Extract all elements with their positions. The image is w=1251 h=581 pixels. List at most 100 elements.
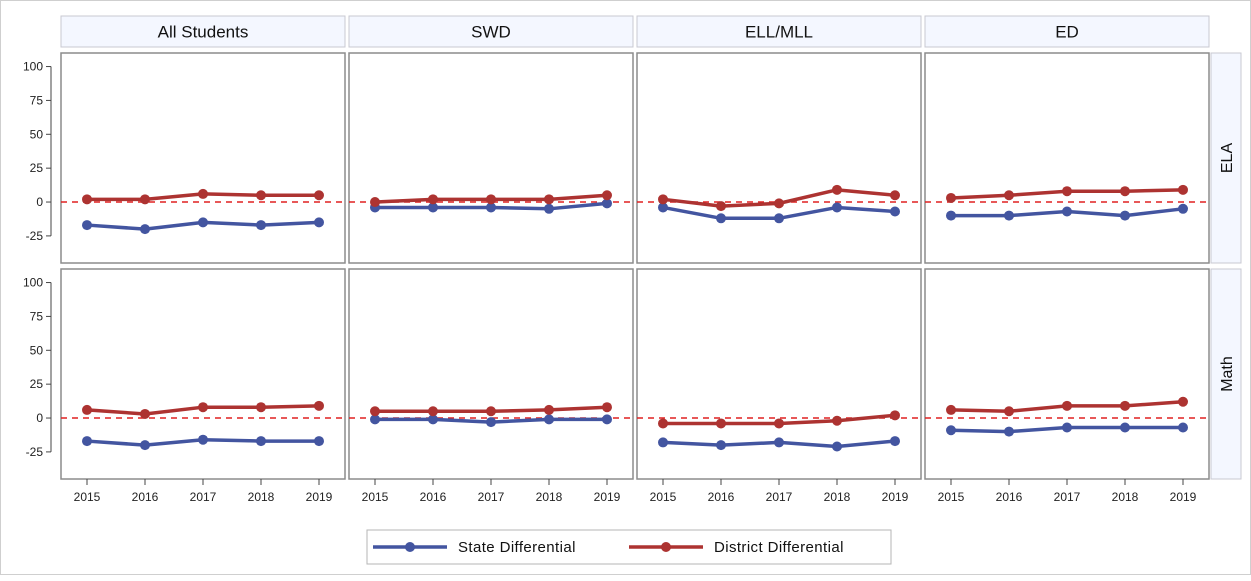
district-differential-point: [602, 190, 612, 201]
state-differential-point: [1120, 422, 1130, 433]
state-differential-point: [428, 202, 438, 213]
state-differential-point: [370, 414, 380, 425]
legend-label: State Differential: [458, 539, 576, 556]
legend-marker: [661, 542, 671, 552]
y-tick-label: -25: [26, 229, 44, 243]
x-tick-label: 2017: [766, 490, 793, 504]
column-header: SWD: [348, 15, 634, 48]
panel-math-all-students: [60, 268, 346, 480]
x-tick-label: 2017: [1054, 490, 1081, 504]
y-tick-label: 25: [30, 161, 44, 175]
state-differential-point: [1004, 210, 1014, 221]
state-differential-point: [946, 425, 956, 436]
panel-frame: [636, 52, 922, 264]
district-differential-point: [198, 188, 208, 199]
state-differential-point: [716, 213, 726, 224]
x-axis: 2015 2016 2017 2018 2019: [74, 479, 333, 504]
legend-marker: [405, 542, 415, 552]
state-differential-point: [658, 437, 668, 448]
state-differential-point: [832, 441, 842, 452]
row-strip-box: [1210, 52, 1242, 264]
panel-ela-ell-mll: [636, 52, 922, 264]
state-differential-point: [544, 203, 554, 214]
state-differential-point: [140, 224, 150, 235]
legend-item-state: State Differential: [373, 539, 576, 556]
panel-ela-ed: [924, 52, 1210, 264]
state-differential-point: [314, 436, 324, 447]
state-differential-point: [82, 220, 92, 231]
legend-item-district: District Differential: [629, 539, 843, 556]
state-differential-point: [946, 210, 956, 221]
column-header: ELL/MLL: [636, 15, 922, 48]
state-differential-point: [602, 414, 612, 425]
district-differential-point: [946, 192, 956, 203]
state-differential-point: [832, 202, 842, 213]
y-tick-label: 75: [30, 93, 44, 107]
column-header-label: ELL/MLL: [745, 23, 813, 42]
x-tick-label: 2016: [996, 490, 1023, 504]
district-differential-point: [544, 404, 554, 415]
state-differential-point: [890, 206, 900, 217]
state-differential-point: [486, 202, 496, 213]
district-differential-point: [198, 402, 208, 413]
row-strip-label: Math: [1219, 356, 1236, 392]
district-differential-point: [1004, 190, 1014, 201]
state-differential-point: [314, 217, 324, 228]
state-differential-point: [140, 440, 150, 451]
state-differential-point: [774, 213, 784, 224]
district-differential-point: [140, 194, 150, 205]
district-differential-point: [716, 418, 726, 429]
y-tick-label: 50: [30, 343, 44, 357]
state-differential-point: [1178, 203, 1188, 214]
x-tick-label: 2019: [594, 490, 621, 504]
panel-frame: [636, 268, 922, 480]
district-differential-point: [370, 406, 380, 417]
district-differential-point: [256, 402, 266, 413]
x-tick-label: 2015: [650, 490, 677, 504]
x-axis: 2015 2016 2017 2018 2019: [362, 479, 621, 504]
y-axis: -25 0 25 50 75 100: [23, 60, 52, 243]
panel-frame: [348, 268, 634, 480]
legend: State Differential District Differential: [366, 529, 892, 565]
district-differential-point: [832, 184, 842, 195]
state-differential-point: [1178, 422, 1188, 433]
x-tick-label: 2018: [248, 490, 275, 504]
x-tick-label: 2016: [420, 490, 447, 504]
panel-frame: [60, 52, 346, 264]
state-differential-point: [1062, 206, 1072, 217]
state-differential-point: [486, 417, 496, 428]
panel-frame: [348, 52, 634, 264]
district-differential-point: [428, 406, 438, 417]
state-differential-point: [716, 440, 726, 451]
row-strip: Math: [1210, 268, 1242, 480]
district-differential-point: [140, 408, 150, 419]
y-tick-label: 50: [30, 127, 44, 141]
x-tick-label: 2015: [938, 490, 965, 504]
district-differential-point: [314, 400, 324, 411]
x-tick-label: 2019: [1170, 490, 1197, 504]
district-differential-point: [82, 404, 92, 415]
column-header-label: SWD: [471, 23, 511, 42]
panel-frame: [924, 268, 1210, 480]
district-differential-point: [774, 198, 784, 209]
y-axis: -25 0 25 50 75 100: [23, 276, 52, 459]
x-tick-label: 2015: [74, 490, 101, 504]
district-differential-point: [774, 418, 784, 429]
panel-math-swd: [348, 268, 634, 480]
state-differential-point: [198, 217, 208, 228]
district-differential-point: [716, 201, 726, 212]
state-differential-point: [602, 198, 612, 209]
panel-frame: [60, 268, 346, 480]
row-strip-label: ELA: [1219, 143, 1236, 174]
district-differential-point: [946, 404, 956, 415]
column-header: ED: [924, 15, 1210, 48]
x-tick-label: 2018: [536, 490, 563, 504]
state-differential-point: [256, 220, 266, 231]
state-differential-point: [1062, 422, 1072, 433]
x-tick-label: 2017: [190, 490, 217, 504]
district-differential-point: [1178, 396, 1188, 407]
column-header-box: [60, 15, 346, 48]
district-differential-point: [314, 190, 324, 201]
